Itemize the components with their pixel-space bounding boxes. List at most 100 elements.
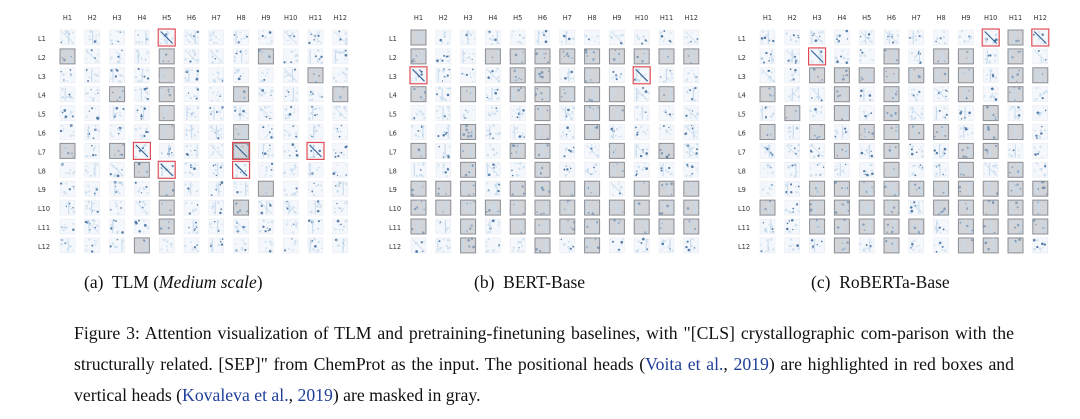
- attention-map: [233, 180, 249, 197]
- attention-map: [834, 124, 850, 140]
- attention-map: [809, 237, 825, 254]
- attention-map: [282, 237, 299, 254]
- subcaption-c: (c) RoBERTa-Base: [811, 272, 950, 293]
- attention-map: [559, 237, 576, 254]
- attention-map: [509, 86, 526, 103]
- attention-map: [435, 218, 452, 235]
- attention-map: [1032, 162, 1049, 178]
- attention-map: [460, 105, 476, 121]
- attention-map: [683, 162, 700, 178]
- attention-map: [509, 124, 526, 140]
- citation-kovaleva-year[interactable]: 2019: [297, 385, 333, 405]
- attention-map: [460, 199, 477, 216]
- attention-map: [183, 124, 200, 140]
- attention-map: [534, 142, 551, 159]
- citation-kovaleva-sep: ,: [288, 385, 298, 405]
- attention-map: [858, 124, 875, 140]
- attention-map: [858, 199, 875, 216]
- attention-map: [84, 124, 101, 140]
- row-label: L10: [38, 205, 50, 213]
- attention-map: [410, 86, 427, 103]
- attention-map: [584, 124, 601, 140]
- attention-map: [858, 180, 875, 197]
- attention-map: [957, 237, 974, 254]
- attention-map: [534, 237, 551, 254]
- citation-voita-author[interactable]: Voita et al.: [645, 354, 724, 374]
- col-label: H8: [937, 14, 946, 22]
- attention-map: [84, 237, 101, 254]
- col-label: H2: [439, 14, 448, 22]
- attention-map: [1007, 143, 1024, 159]
- attention-map: [658, 48, 675, 65]
- attention-map: [534, 180, 551, 197]
- positional-head-box: [232, 141, 251, 160]
- attention-map: [233, 105, 249, 121]
- attention-map: [208, 105, 225, 121]
- col-label: H5: [162, 14, 171, 22]
- attention-map: [307, 29, 324, 46]
- attention-map: [584, 237, 601, 254]
- citation-kovaleva-author[interactable]: Kovaleva et al.: [182, 385, 289, 405]
- attention-map: [158, 237, 175, 254]
- attention-map: [158, 124, 175, 140]
- attention-map: [233, 237, 249, 254]
- attention-map: [958, 124, 974, 140]
- attention-map: [858, 143, 875, 159]
- attention-map: [633, 143, 650, 159]
- attention-map: [59, 124, 76, 140]
- attention-map: [534, 161, 551, 178]
- attention-map: [658, 86, 675, 103]
- attention-map: [809, 86, 825, 102]
- positional-head-box: [157, 28, 176, 47]
- attention-map: [183, 67, 200, 84]
- attention-map: [233, 218, 249, 235]
- attention-map: [883, 237, 900, 254]
- attention-map: [559, 218, 576, 235]
- col-label: H12: [334, 14, 347, 22]
- attention-map: [1031, 28, 1050, 47]
- subcaption-a-qualifier: Medium scale: [159, 272, 257, 292]
- figure-caption: Figure 3: Attention visualization of TLM…: [74, 318, 1014, 411]
- attention-map: [208, 218, 225, 235]
- attention-map: [1007, 105, 1024, 121]
- attention-map: [410, 48, 427, 65]
- attention-map: [258, 143, 274, 159]
- attention-map: [157, 160, 176, 179]
- attention-map: [1032, 143, 1049, 159]
- attention-map: [307, 86, 324, 102]
- attention-map: [460, 124, 477, 140]
- col-label: H10: [984, 14, 997, 22]
- attention-map: [858, 67, 875, 84]
- attention-map: [982, 199, 999, 216]
- attention-map: [833, 105, 850, 122]
- attention-map: [609, 237, 625, 254]
- attention-map: [609, 180, 625, 197]
- row-label: L8: [38, 167, 46, 175]
- attention-map: [1032, 199, 1049, 216]
- attention-map: [559, 162, 576, 178]
- attention-map: [509, 105, 526, 121]
- row-label: L9: [38, 186, 46, 194]
- attention-map: [332, 124, 349, 140]
- attention-map: [109, 218, 125, 235]
- attention-map: [883, 218, 900, 235]
- row-label: L7: [738, 148, 746, 156]
- attention-map: [410, 199, 427, 216]
- row-label: L4: [738, 92, 746, 100]
- attention-map: [109, 124, 125, 140]
- attention-map: [784, 162, 801, 178]
- attention-map: [908, 199, 925, 216]
- attention-map: [59, 105, 76, 121]
- attention-map: [59, 162, 76, 178]
- attention-map: [208, 67, 225, 84]
- col-label: H9: [961, 14, 970, 22]
- attention-map: [683, 29, 700, 46]
- attention-map: [258, 67, 274, 84]
- citation-voita-year[interactable]: 2019: [733, 354, 769, 374]
- attention-map: [658, 29, 675, 46]
- col-label: H9: [612, 14, 621, 22]
- col-label: H7: [563, 14, 572, 22]
- attention-map: [258, 237, 274, 254]
- attention-map: [658, 180, 675, 197]
- attention-map: [208, 162, 225, 178]
